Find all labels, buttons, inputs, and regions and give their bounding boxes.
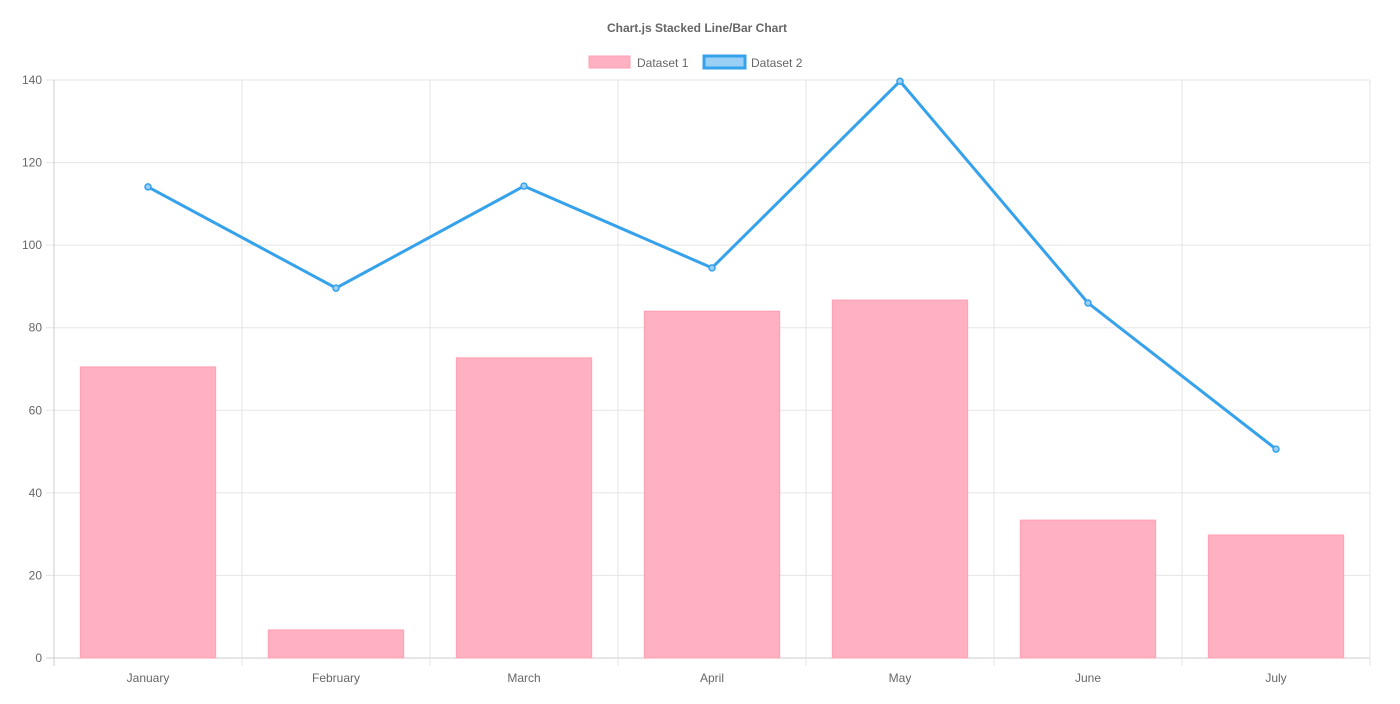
x-tick-label: June: [1075, 671, 1101, 685]
point-dataset-2[interactable]: [1272, 445, 1280, 453]
legend-swatch-dataset-2: [702, 54, 747, 70]
y-tick-label: 120: [22, 156, 42, 170]
legend-label-dataset-1: Dataset 1: [637, 56, 689, 70]
legend-swatch-dataset-1: [588, 55, 631, 69]
legend-item-dataset-2[interactable]: Dataset 2: [702, 54, 803, 70]
point-dataset-2[interactable]: [520, 182, 528, 190]
x-tick-label: July: [1265, 671, 1286, 685]
bar-dataset-1[interactable]: [831, 299, 969, 659]
chart-title: Chart.js Stacked Line/Bar Chart: [607, 21, 787, 35]
x-tick-label: May: [889, 671, 912, 685]
bar-dataset-1[interactable]: [643, 310, 781, 659]
point-dataset-2[interactable]: [144, 183, 152, 191]
y-tick-label: 20: [29, 568, 43, 582]
bar-dataset-1[interactable]: [455, 357, 593, 659]
legend-item-dataset-1[interactable]: Dataset 1: [588, 55, 689, 70]
point-dataset-2[interactable]: [332, 284, 340, 292]
x-tick-label: January: [127, 671, 170, 685]
x-tick-label: February: [312, 671, 360, 685]
y-tick-label: 140: [22, 73, 42, 87]
bar-dataset-1[interactable]: [1019, 519, 1157, 659]
x-tick-label: April: [700, 671, 724, 685]
legend: Dataset 1 Dataset 2: [588, 54, 803, 70]
y-tick-label: 0: [35, 651, 42, 665]
y-tick-label: 100: [22, 238, 42, 252]
legend-label-dataset-2: Dataset 2: [751, 56, 803, 70]
point-dataset-2[interactable]: [896, 77, 904, 85]
x-tick-label: March: [507, 671, 540, 685]
point-dataset-2[interactable]: [708, 264, 716, 272]
point-dataset-2[interactable]: [1084, 299, 1092, 307]
bar-dataset-1[interactable]: [79, 366, 217, 659]
y-tick-label: 60: [29, 403, 43, 417]
bar-dataset-1[interactable]: [267, 629, 405, 659]
y-tick-label: 80: [29, 321, 43, 335]
y-tick-label: 40: [29, 486, 43, 500]
bar-dataset-1[interactable]: [1207, 534, 1345, 659]
